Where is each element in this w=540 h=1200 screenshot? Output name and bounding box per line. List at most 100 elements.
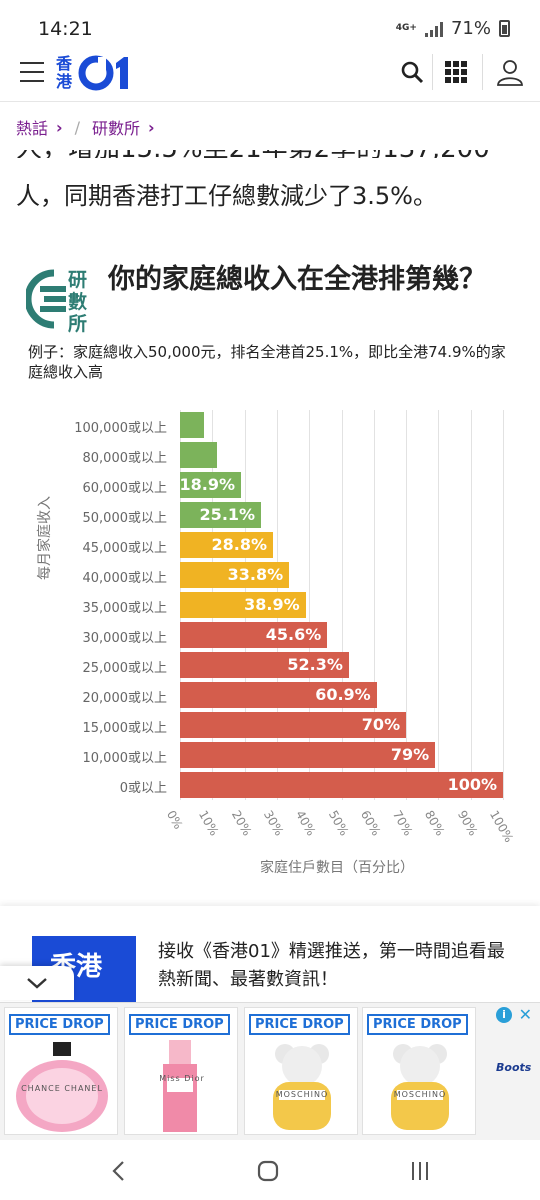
gridline: [309, 410, 311, 800]
breadcrumb-separator: /: [74, 117, 80, 137]
ad-product-tile[interactable]: PRICE DROP Miss Dior: [124, 1007, 238, 1135]
ad-close-icon[interactable]: ✕: [518, 1005, 532, 1024]
ad-brand-logo[interactable]: Boots: [496, 1061, 532, 1074]
x-tick-label: 40%: [293, 808, 319, 839]
x-tick-label: 0%: [163, 808, 186, 832]
logo-text: 香港: [56, 54, 73, 91]
ad-info-icon[interactable]: i: [496, 1007, 512, 1023]
chevron-right-icon: ›: [148, 117, 155, 137]
research-lab-logo: 研 數 所: [26, 264, 104, 334]
bar-value-label: 60.9%: [315, 685, 371, 704]
collapse-banner-button[interactable]: [0, 966, 74, 1000]
logo-01-icon: [78, 55, 128, 91]
chevron-down-icon: [27, 978, 47, 989]
y-tick-label: 10,000或以上: [82, 751, 168, 766]
back-button[interactable]: [88, 1154, 148, 1188]
y-tick-label: 100,000或以上: [74, 421, 167, 436]
header-divider: [432, 54, 433, 90]
ad-product-tile[interactable]: PRICE DROP CHANCE CHANEL: [4, 1007, 118, 1135]
bar: 25.1%: [180, 502, 262, 528]
x-tick-label: 80%: [422, 808, 448, 839]
perfume-bottle-icon: [391, 1044, 449, 1130]
perfume-bottle-icon: [163, 1040, 197, 1132]
breadcrumb-item[interactable]: 熱話: [16, 119, 49, 138]
bar: 38.9%: [180, 592, 306, 618]
account-button[interactable]: [488, 52, 532, 92]
perfume-bottle-icon: [16, 1042, 108, 1132]
bar-value-label: 28.8%: [211, 535, 268, 554]
recents-icon: [412, 1162, 428, 1180]
bar-value-label: 45.6%: [265, 625, 322, 644]
header-divider: [482, 54, 483, 90]
bar: 70%: [180, 712, 407, 738]
x-axis-label: 家庭住戶數目（百分比）: [260, 860, 414, 876]
push-text: 接收《香港01》精選推送，第一時間追看最熱新聞、最著數資訊！: [158, 941, 505, 990]
status-time: 14:21: [38, 18, 93, 40]
bar: 33.8%: [180, 562, 290, 588]
y-tick-label: 15,000或以上: [82, 721, 168, 736]
battery-icon: [499, 20, 510, 37]
bar-value-label: 38.9%: [244, 595, 300, 614]
svg-text:研: 研: [68, 269, 87, 291]
y-tick-label: 0或以上: [119, 781, 167, 796]
price-drop-badge: PRICE DROP: [367, 1014, 468, 1035]
bar-value-label: 33.8%: [227, 565, 284, 584]
chevron-right-icon: ›: [56, 117, 63, 137]
perfume-bottle-icon: [273, 1044, 331, 1130]
bar-value-label: 79%: [390, 745, 430, 764]
menu-icon[interactable]: [20, 62, 44, 82]
battery-percent: 71%: [450, 18, 491, 39]
x-tick-label: 50%: [325, 808, 351, 839]
ad-carousel: PRICE DROP MOSCHINO PRICE DROP MOSCHINO PRIC…: [0, 1002, 540, 1140]
bar: [180, 442, 218, 468]
x-tick-label: 30%: [260, 808, 287, 839]
svg-text:數: 數: [68, 291, 87, 313]
gridline: [341, 410, 343, 800]
x-tick-label: 10%: [196, 808, 222, 839]
product-label: Miss Dior: [159, 1074, 205, 1083]
gridline: [406, 410, 408, 800]
x-tick-label: 20%: [228, 808, 254, 839]
y-tick-label: 45,000或以上: [82, 541, 168, 556]
x-tick-label: 90%: [454, 808, 481, 839]
status-icons: 4G+ 71%: [396, 18, 510, 39]
bar: 60.9%: [180, 682, 377, 708]
x-tick-label: 60%: [357, 808, 384, 839]
chart-title: 你的家庭總收入在全港排第幾？: [108, 264, 486, 295]
bar-value-label: 100%: [447, 775, 497, 794]
bar-value-label: 25.1%: [199, 505, 256, 524]
chart-subtitle: 例子：家庭總收入50,000元，排名全港首25.1%，即比全港74.9%的家庭總…: [28, 343, 506, 381]
product-label: MOSCHINO: [275, 1090, 329, 1099]
article-paragraph: 人，同期香港打工仔總數減少了3.5%。: [16, 182, 437, 210]
status-bar: 14:21 4G+ 71%: [0, 0, 540, 44]
y-tick-label: 35,000或以上: [82, 601, 168, 616]
search-button[interactable]: [390, 52, 434, 92]
push-subscribe-banner[interactable]: 香港 接收《香港01》精選推送，第一時間追看最熱新聞、最著數資訊！: [0, 906, 540, 1002]
breadcrumb-item[interactable]: 研數所: [92, 119, 141, 138]
gridline: [503, 410, 504, 800]
bar: 18.9%: [180, 472, 242, 498]
y-tick-label: 25,000或以上: [82, 661, 168, 676]
grid-icon: [445, 61, 467, 83]
x-tick-label: 100%: [486, 808, 517, 845]
recents-button[interactable]: [390, 1154, 450, 1188]
site-logo[interactable]: 香港: [56, 53, 134, 93]
y-tick-label: 40,000或以上: [82, 571, 168, 586]
x-tick-label: 70%: [389, 808, 416, 839]
price-drop-badge: PRICE DROP: [129, 1014, 230, 1035]
svg-text:所: 所: [68, 313, 87, 334]
bar-value-label: 70%: [361, 715, 401, 734]
home-button[interactable]: [238, 1154, 298, 1188]
search-icon: [401, 61, 424, 84]
network-icon: 4G+: [395, 23, 417, 33]
price-drop-badge: PRICE DROP: [249, 1014, 350, 1035]
y-tick-label: 50,000或以上: [82, 511, 168, 526]
y-tick-label: 60,000或以上: [82, 481, 168, 496]
gridline: [438, 410, 440, 800]
y-axis-label: 每月家庭收入: [37, 496, 53, 580]
y-tick-label: 20,000或以上: [82, 691, 168, 706]
ad-product-tile[interactable]: PRICE DROP MOSCHINO: [362, 1007, 476, 1135]
ad-product-tile[interactable]: PRICE DROP MOSCHINO: [244, 1007, 358, 1135]
apps-button[interactable]: [434, 52, 478, 92]
income-bar-chart: 每月家庭收入 家庭住戶數目（百分比） 0% 10% 20% 30% 40% 50% 60% 7…: [0, 400, 540, 890]
